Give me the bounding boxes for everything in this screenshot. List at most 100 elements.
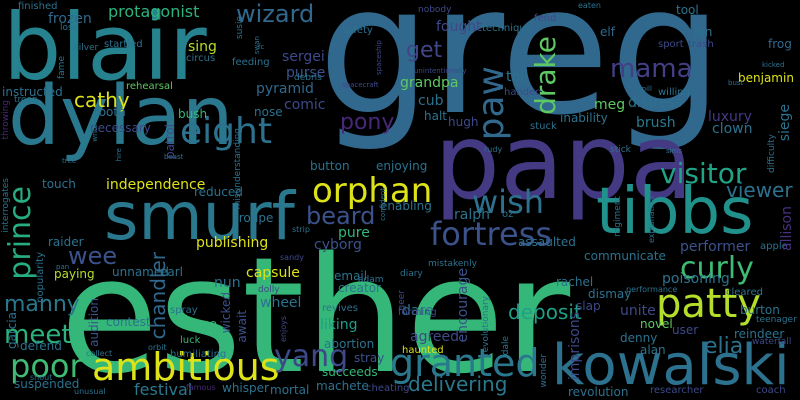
word-instructed: instructed (2, 85, 63, 99)
word-smurf: smurf (104, 178, 295, 255)
word-fame: fame (57, 56, 67, 79)
word-teenager: teenager (756, 315, 797, 325)
word-misunderstanding: misunderstanding (233, 128, 243, 210)
word-pure: pure (338, 225, 370, 241)
word-luxury: luxury (708, 109, 752, 125)
word-silver: silver (74, 43, 99, 53)
word-spray: spray (170, 305, 198, 316)
word-necessary: necessary (90, 121, 151, 135)
word-forming: forming (398, 307, 437, 318)
word-dare: dare (402, 303, 434, 319)
word-confident: confident (379, 188, 387, 221)
word-enjoys: enjoys (279, 316, 288, 343)
word-enabling: enabling (380, 199, 432, 213)
word-capsule: capsule (246, 265, 300, 281)
word-interrogates: interrogates (1, 178, 11, 233)
word-siege: siege (777, 104, 793, 142)
word-elia: elia (704, 334, 744, 359)
word-meg: meg (594, 97, 626, 113)
word-patrol: patrol (163, 124, 177, 160)
word-nun: nun (214, 275, 241, 291)
word-cleared: cleared (726, 287, 763, 298)
word-yang: yang (274, 339, 349, 374)
word-cyborg: cyborg (314, 237, 362, 253)
word-frog: frog (768, 37, 792, 51)
word-manny: manny (4, 292, 80, 317)
word-patty: patty (656, 281, 761, 327)
word-delivering: delivering (408, 372, 508, 396)
word-sing: sing (188, 39, 217, 55)
word-finished: finished (18, 1, 58, 12)
word-drake: drake (529, 36, 562, 115)
word-greg: greg (318, 0, 723, 154)
word-tree: tree (62, 157, 77, 165)
word-sims: sims (666, 147, 683, 155)
word-startled: startled (104, 39, 143, 50)
word-explanation: explanation (647, 196, 656, 244)
word-write: write (91, 124, 99, 142)
word-touch: touch (42, 177, 76, 191)
word-pony: pony (340, 110, 395, 135)
word-trash: trash (688, 39, 714, 50)
word-liking: liking (320, 317, 358, 333)
word-stray: stray (354, 351, 385, 365)
word-defend: defend (20, 339, 62, 353)
word-rachel: rachel (556, 275, 594, 289)
word-susie: susie (235, 16, 245, 40)
word-cub: cub (418, 93, 444, 109)
word-brush: brush (636, 115, 676, 131)
word-debris: debris (294, 73, 322, 83)
word-beast: beast (164, 153, 184, 161)
word-circus: circus (186, 53, 216, 64)
word-comic: comic (284, 97, 326, 113)
word-garcia: garcia (5, 312, 19, 349)
word-await: await (235, 310, 249, 343)
word-researcher: researcher (650, 385, 704, 396)
word-lose: lose (60, 23, 79, 33)
word-novel: novel (640, 317, 673, 331)
word-eaten: eaten (578, 1, 601, 10)
word-user: user (672, 323, 699, 337)
word-poor: poor (10, 347, 83, 385)
word-purse: purse (286, 65, 326, 81)
word-papa: papa (434, 101, 694, 223)
word-clown: clown (712, 121, 753, 137)
word-rehearsal: rehearsal (126, 81, 173, 92)
word-fc: fc (258, 43, 265, 51)
word-fought: fought (436, 19, 482, 35)
word-dale: dale (501, 336, 511, 356)
word-viewer: viewer (726, 178, 793, 202)
word-troupe: troupe (234, 211, 274, 225)
word-chandler: chandler (146, 252, 170, 340)
word-bust: bust (728, 79, 744, 87)
word-distress: distress (628, 95, 683, 111)
word-burton: burton (740, 303, 780, 317)
word-revives: revives (322, 303, 359, 314)
word-raider: raider (48, 235, 84, 249)
word-independence: independence (106, 177, 206, 193)
word-reindeer: reindeer (734, 327, 785, 341)
word-communicate: communicate (584, 249, 666, 263)
word-curly: curly (680, 251, 754, 286)
word-benjamin: benjamin (738, 71, 794, 85)
word-collect: collect (86, 349, 113, 358)
word-toll: toll (506, 69, 528, 85)
word-apple: apple (760, 241, 788, 252)
word-wheel: wheel (260, 295, 302, 311)
word-eight: eight (180, 111, 272, 152)
word-paw: paw (471, 66, 512, 141)
word-regiment: regiment (613, 196, 623, 237)
word-kicked: kicked (762, 61, 785, 69)
word-agreed: agreed (410, 329, 460, 345)
word-fortress: fortress (430, 215, 553, 253)
word-suspended: suspended (14, 377, 80, 391)
word-protagonist: protagonist (108, 2, 200, 21)
word-pan: pan (56, 263, 70, 271)
word-difficulty: difficulty (767, 134, 777, 173)
word-beard: beard (306, 202, 376, 230)
word-orbit: orbit (148, 343, 167, 352)
word-safety: safety (342, 25, 373, 36)
word-luck: luck (180, 335, 201, 346)
word-stick: stick (610, 145, 631, 155)
word-feeding: feeding (232, 57, 270, 68)
